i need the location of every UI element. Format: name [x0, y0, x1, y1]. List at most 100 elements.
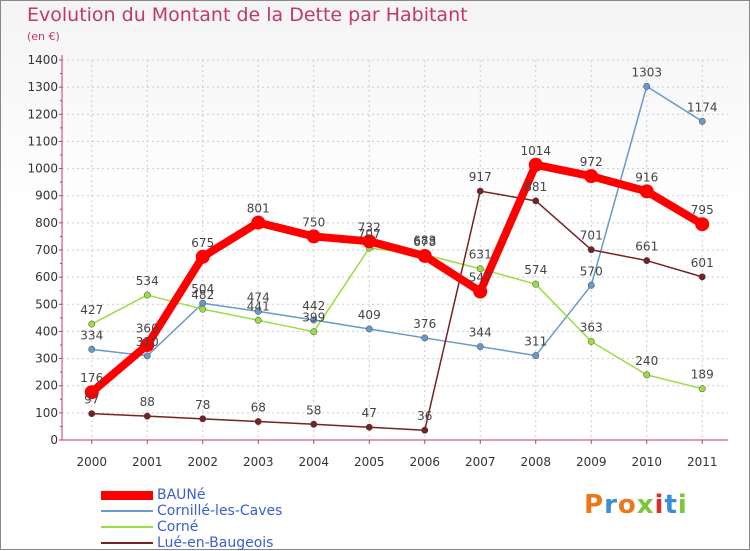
legend-label: BAUNé: [157, 487, 206, 503]
logo-letter: i: [677, 490, 688, 520]
data-label: 363: [580, 320, 603, 334]
y-tick-label: 900: [35, 189, 58, 203]
data-label: 399: [302, 311, 325, 325]
data-point: [473, 284, 488, 299]
series-line-0: [89, 160, 705, 396]
legend-swatch: [101, 526, 153, 528]
y-tick-label: 400: [35, 324, 58, 338]
y-tick-label: 300: [35, 352, 58, 366]
y-tick-label: 800: [35, 216, 58, 230]
series-line-2: [91, 247, 703, 390]
y-tick-label: 700: [35, 243, 58, 257]
y-tick-label: 200: [35, 379, 58, 393]
data-point: [195, 249, 210, 264]
x-tick-label: 2007: [465, 455, 496, 469]
data-point: [199, 305, 207, 313]
legend-swatch: [101, 510, 153, 512]
data-point: [417, 248, 432, 263]
data-point: [140, 338, 155, 352]
data-point: [254, 307, 262, 315]
data-label: 574: [524, 263, 547, 277]
data-point: [698, 273, 706, 281]
unit-label: (en €): [27, 30, 60, 43]
data-label: 570: [580, 264, 603, 278]
data-label: 78: [195, 398, 210, 412]
y-tick-label: 500: [35, 297, 58, 311]
logo-letter: x: [636, 490, 655, 520]
data-label: 1303: [631, 65, 662, 79]
chart-title: Evolution du Montant de la Dette par Hab…: [27, 4, 468, 26]
data-point: [587, 281, 595, 289]
data-label: 36: [417, 409, 432, 423]
data-label: 917: [469, 170, 492, 184]
data-label: 678: [413, 235, 436, 249]
data-label: 240: [635, 354, 658, 368]
x-tick-label: 2002: [187, 455, 218, 469]
data-point: [587, 246, 595, 254]
data-point: [643, 257, 651, 265]
y-tick-label: 1400: [27, 53, 58, 67]
x-tick-label: 2011: [687, 455, 718, 469]
data-label: 534: [136, 274, 159, 288]
data-label: 801: [247, 202, 270, 216]
data-point: [643, 82, 651, 90]
data-label: 482: [191, 288, 214, 302]
legend-swatch: [101, 490, 153, 500]
legend: BAUNé Cornillé-les-Caves Corné Lué-en-Bauge…: [101, 487, 282, 551]
series-line-3: [91, 190, 703, 431]
data-point: [643, 371, 651, 379]
data-label: 732: [358, 220, 381, 234]
legend-label: Corné: [157, 519, 199, 535]
data-label: 442: [302, 299, 325, 313]
data-point: [532, 280, 540, 288]
data-point: [698, 385, 706, 393]
legend-label: Lué-en-Baugeois: [157, 535, 274, 551]
x-tick-label: 2006: [409, 455, 440, 469]
data-label: 661: [635, 240, 658, 254]
data-label: 58: [306, 403, 321, 417]
data-label: 68: [251, 401, 266, 415]
data-point: [532, 352, 540, 360]
proxiti-logo: Proxiti: [584, 490, 688, 520]
data-label: 360: [136, 321, 159, 335]
data-point: [199, 415, 207, 423]
y-tick-label: 1200: [27, 107, 58, 121]
data-label: 601: [691, 256, 714, 270]
data-point: [421, 334, 429, 342]
y-tick-label: 0: [50, 433, 58, 447]
data-label: 311: [524, 335, 547, 349]
y-tick-label: 1000: [27, 162, 58, 176]
legend-item: Lué-en-Baugeois: [101, 535, 282, 551]
x-tick-label: 2008: [520, 455, 551, 469]
data-label: 441: [247, 299, 270, 313]
data-point: [695, 217, 710, 232]
data-point: [639, 184, 654, 199]
data-point: [88, 320, 96, 328]
legend-label: Cornillé-les-Caves: [157, 503, 283, 519]
data-label: 504: [191, 282, 214, 296]
data-label: 344: [469, 326, 492, 340]
y-tick-label: 1300: [27, 80, 58, 94]
y-tick-label: 600: [35, 270, 58, 284]
legend-swatch: [101, 542, 153, 544]
x-tick-label: 2010: [631, 455, 662, 469]
logo-letter: o: [617, 490, 637, 520]
data-label: 707: [358, 227, 381, 241]
data-point: [476, 343, 484, 351]
data-point: [88, 345, 96, 353]
data-point: [88, 410, 96, 418]
data-label: 1014: [520, 144, 551, 158]
data-point: [421, 426, 429, 434]
data-point: [310, 420, 318, 428]
data-label: 334: [80, 328, 103, 342]
data-label: 631: [469, 248, 492, 262]
x-tick-label: 2000: [76, 455, 107, 469]
data-point: [362, 234, 377, 249]
data-label: 547: [469, 271, 492, 285]
x-tick-label: 2009: [576, 455, 607, 469]
data-point: [698, 117, 706, 125]
data-point: [254, 418, 262, 425]
data-point: [306, 229, 321, 244]
data-point: [251, 215, 266, 230]
data-point: [476, 265, 484, 273]
